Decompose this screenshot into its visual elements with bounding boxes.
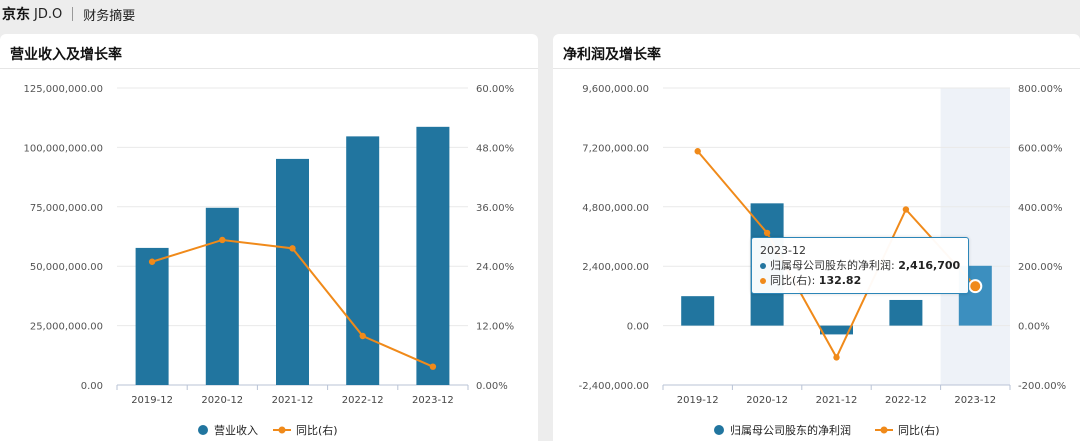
yoy-point (902, 206, 910, 213)
net-profit-chart-panel: 净利润及增长率 -2,400,000.00 -200.00% 0.00 0.00% 2,… (553, 34, 1080, 441)
x-tick-label: 2021-12 (272, 395, 314, 406)
tooltip-label: 归属母公司股东的净利润: (770, 259, 895, 272)
title-divider (0, 68, 538, 69)
chart-tooltip: 2023-12 归属母公司股东的净利润: 2,416,700 同比(右): 13… (751, 237, 970, 294)
y-right-tick-label: 12.00% (476, 322, 514, 333)
y-left-tick-label: 0.00 (81, 381, 103, 392)
ticker-symbol: JD.O (34, 6, 63, 22)
bar (135, 247, 169, 385)
y-left-tick-label: -2,400,000.00 (579, 381, 649, 392)
y-right-tick-label: 400.00% (1018, 203, 1063, 214)
y-right-tick-label: -200.00% (1018, 381, 1066, 392)
y-right-tick-label: 200.00% (1018, 262, 1063, 273)
tooltip-value: 132.82 (818, 274, 862, 287)
yoy-point (148, 258, 156, 265)
x-tick-label: 2020-12 (746, 395, 788, 406)
bar (276, 158, 309, 385)
y-left-tick-label: 75,000,000.00 (30, 203, 103, 214)
y-left-tick-label: 2,400,000.00 (582, 262, 649, 273)
legend-bar-label: 归属母公司股东的净利润 (730, 423, 851, 437)
yoy-point (694, 148, 701, 155)
tooltip-label: 同比(右): (770, 274, 816, 287)
y-right-tick-label: 48.00% (476, 143, 514, 154)
bar (820, 325, 853, 335)
series-dot-icon (760, 278, 766, 284)
x-tick-label: 2023-12 (412, 395, 454, 406)
legend-line-swatch-dot (880, 426, 888, 434)
x-tick-label: 2022-12 (342, 395, 384, 406)
highlight-band (940, 88, 1010, 385)
x-tick-label: 2023-12 (954, 395, 996, 406)
y-left-tick-label: 50,000,000.00 (30, 262, 103, 273)
tooltip-row-yoy: 同比(右): 132.82 (760, 273, 960, 288)
yoy-point (289, 245, 296, 252)
y-left-tick-label: 25,000,000.00 (30, 322, 103, 333)
top-bar: 京东 JD.O 财务摘要 (0, 0, 1080, 28)
yoy-point-active (968, 279, 983, 294)
y-right-tick-label: 600.00% (1018, 143, 1063, 154)
series-dot-icon (760, 263, 766, 269)
y-right-tick-label: 800.00% (1018, 84, 1063, 95)
bar (681, 296, 715, 326)
yoy-point (429, 363, 437, 370)
legend-bar-label: 营业收入 (214, 423, 258, 437)
y-right-tick-label: 60.00% (476, 84, 514, 95)
divider (72, 7, 74, 21)
net-profit-chart: -2,400,000.00 -200.00% 0.00 0.00% 2,400,000.… (579, 84, 1067, 437)
y-right-tick-label: 0.00% (476, 381, 508, 392)
legend-bar-swatch (714, 425, 724, 435)
tooltip-value: 2,416,700 (898, 259, 961, 272)
y-left-tick-label: 4,800,000.00 (582, 203, 649, 214)
yoy-point (219, 236, 226, 244)
bar (346, 136, 380, 385)
x-tick-label: 2019-12 (677, 395, 719, 406)
y-right-tick-label: 0.00% (1018, 322, 1050, 333)
legend-bar-swatch (198, 425, 208, 435)
legend-line-label: 同比(右) (296, 423, 338, 437)
y-left-tick-label: 9,600,000.00 (582, 84, 649, 95)
bar (889, 299, 923, 326)
legend-line-swatch-dot (278, 426, 286, 434)
x-tick-label: 2020-12 (201, 395, 243, 406)
x-tick-label: 2019-12 (131, 395, 173, 406)
title-divider (553, 68, 1080, 69)
y-left-tick-label: 7,200,000.00 (582, 143, 649, 154)
y-left-tick-label: 125,000,000.00 (23, 84, 103, 95)
tooltip-row-profit: 归属母公司股东的净利润: 2,416,700 (760, 258, 960, 273)
x-tick-label: 2021-12 (816, 395, 858, 406)
bar (205, 207, 239, 385)
legend-line-label: 同比(右) (898, 423, 940, 437)
y-right-tick-label: 36.00% (476, 203, 514, 214)
chart-title: 营业收入及增长率 (10, 47, 122, 63)
y-left-tick-label: 100,000,000.00 (23, 143, 103, 154)
y-left-tick-label: 0.00 (627, 322, 649, 333)
yoy-point (833, 354, 840, 361)
revenue-chart: 0.00 0.00% 25,000,000.00 12.00% 50,000,000.0… (23, 84, 514, 437)
company-name: 京东 (2, 7, 30, 23)
tooltip-category: 2023-12 (760, 244, 806, 257)
revenue-chart-panel: 营业收入及增长率 0.00 0.00% 25,000,000.00 12.00% 50,… (0, 34, 538, 441)
yoy-point (359, 332, 366, 340)
chart-title: 净利润及增长率 (563, 47, 661, 63)
x-tick-label: 2022-12 (885, 395, 927, 406)
y-right-tick-label: 24.00% (476, 262, 514, 273)
bar (416, 126, 450, 385)
section-title[interactable]: 财务摘要 (83, 8, 136, 24)
yoy-point (763, 229, 771, 237)
